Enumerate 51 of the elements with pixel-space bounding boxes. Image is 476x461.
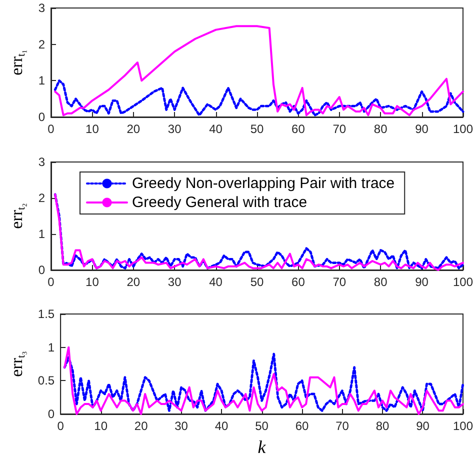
y-axis-title: errt₁	[7, 49, 28, 76]
y-tick-label: 1	[38, 227, 46, 241]
x-tick-label: 60	[292, 122, 306, 136]
y-tick-label: 1.5	[38, 307, 55, 321]
y-tick-label: 3	[38, 1, 46, 15]
y-axis-title: errt₂	[7, 202, 28, 229]
x-tick-label: 0	[57, 419, 64, 433]
x-tick-label: 60	[295, 419, 310, 433]
x-tick-label: 80	[376, 419, 390, 433]
y-tick-label: 0	[38, 110, 46, 124]
x-tick-label: 100	[452, 275, 474, 289]
x-tick-label: 50	[255, 419, 269, 433]
x-tick-label: 100	[452, 122, 474, 136]
x-tick-label: 80	[374, 122, 388, 136]
y-tick-label: 0.5	[38, 374, 55, 388]
x-tick-label: 90	[416, 419, 430, 433]
x-tick-label: 20	[126, 122, 140, 136]
legend-label: Greedy General with trace	[132, 194, 308, 211]
x-tick-label: 70	[332, 122, 346, 136]
y-tick-label: 1	[38, 74, 46, 88]
x-axis-title: k	[258, 437, 267, 457]
y-tick-label: 3	[38, 155, 46, 169]
x-tick-label: 70	[336, 419, 350, 433]
x-tick-label: 100	[452, 419, 474, 433]
x-tick-label: 70	[332, 275, 346, 289]
x-tick-label: 30	[168, 122, 182, 136]
x-tick-label: 50	[250, 122, 264, 136]
x-tick-label: 90	[415, 275, 429, 289]
x-tick-label: 40	[209, 122, 223, 136]
x-tick-label: 10	[94, 419, 108, 433]
x-tick-label: 80	[374, 275, 388, 289]
y-tick-label: 2	[38, 191, 46, 205]
x-tick-label: 10	[86, 122, 100, 136]
y-axis-title: errt₃	[7, 350, 28, 377]
x-tick-label: 90	[415, 122, 429, 136]
line-series	[54, 25, 464, 116]
x-tick-label: 40	[209, 275, 223, 289]
x-tick-label: 30	[174, 419, 188, 433]
x-tick-label: 30	[168, 275, 182, 289]
x-tick-label: 60	[292, 275, 306, 289]
x-tick-label: 20	[134, 419, 148, 433]
x-tick-label: 20	[126, 275, 140, 289]
x-tick-label: 40	[214, 419, 229, 433]
x-tick-label: 50	[250, 275, 264, 289]
line-series	[54, 79, 464, 116]
x-tick-label: 10	[86, 275, 100, 289]
y-tick-label: 1	[48, 340, 55, 354]
legend-label: Greedy Non-overlapping Pair with trace	[132, 175, 395, 192]
y-tick-label: 0	[48, 407, 55, 421]
y-tick-label: 0	[38, 263, 46, 277]
y-tick-label: 2	[38, 37, 46, 52]
